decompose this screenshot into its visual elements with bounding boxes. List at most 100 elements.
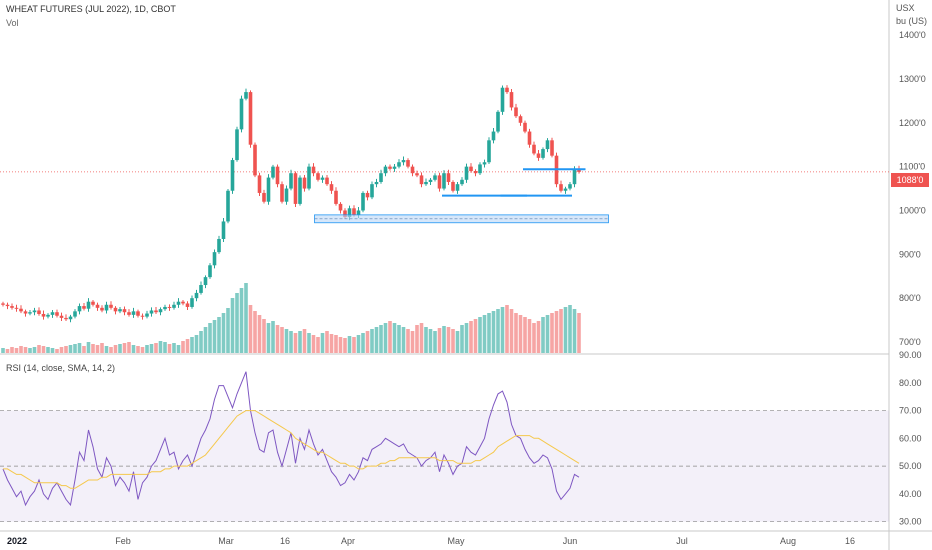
candle-body [199,285,203,293]
volume-bar [46,347,50,353]
candle-body [248,92,253,145]
candle-body [5,304,10,307]
candle-body [28,312,32,314]
candle-body [563,188,568,191]
volume-bar [37,345,41,353]
candle-body [532,144,536,154]
candle-body [41,313,46,317]
volume-bar [19,346,23,353]
volume-bar [149,344,154,353]
price-tick-label: 1100'0 [899,162,925,172]
candle-body [244,92,248,99]
volume-bar [64,346,68,353]
candle-body [14,307,19,309]
candle-body [311,166,316,174]
volume-bar [1,348,5,353]
candle-body [424,181,428,185]
volume-bar [568,305,572,353]
candle-body [316,173,320,180]
volume-bar [163,342,167,353]
volume-bar [442,326,446,353]
volume-bar [451,329,455,353]
volume-bar [86,342,91,353]
candle-body [140,315,145,317]
volume-bar [518,315,523,353]
candle-body [37,310,41,314]
volume-bar [401,327,406,353]
volume-bar [262,319,266,353]
candle-body [343,210,347,218]
volume-bar [280,327,284,353]
volume-bar [95,345,100,353]
chart-title: WHEAT FUTURES (JUL 2022), 1D, CBOT [6,4,176,14]
volume-bar [455,331,460,353]
candle-body [338,203,343,211]
candle-body [401,160,406,163]
candle-body [514,107,518,117]
volume-bar [226,308,230,353]
candle-body [104,304,109,311]
candle-body [239,98,244,130]
candle-body [370,184,374,198]
rsi-tick-label: 50.00 [899,461,922,471]
time-tick-label: May [447,536,465,546]
candle-body [275,166,280,185]
price-unit-measure: bu (US) [896,16,928,26]
time-tick-label: Aug [780,536,796,546]
volume-bar [505,305,509,353]
candle-body [487,140,491,163]
candle-body [280,184,284,202]
volume-bar [352,337,356,353]
volume-bar [469,321,473,353]
candle-body [509,92,514,108]
volume-bar [509,309,514,353]
candle-body [131,311,136,315]
candle-body [1,303,5,305]
volume-bar [77,343,82,353]
volume-bar [59,347,64,353]
candle-body [374,181,379,185]
candle-body [415,173,419,176]
volume-bar [172,343,176,353]
candle-body [406,160,410,167]
candle-body [68,316,73,320]
candle-body [46,314,50,317]
volume-bar [370,329,374,353]
volume-bar [446,327,451,353]
candle-body [154,310,158,313]
volume-bar [419,323,424,353]
candle-body [266,177,271,202]
volume-bar [122,343,127,353]
volume-bar [482,315,487,353]
candle-body [109,304,113,308]
candle-body [320,177,325,180]
candle-body [55,312,59,316]
candle-body [568,184,572,189]
volume-bar [104,346,109,353]
candle-body [365,192,370,198]
volume-bar [221,313,226,353]
volume-bar [257,315,262,353]
candle-body [230,160,235,191]
candle-body [226,190,230,222]
candle-body [208,265,212,278]
volume-bar [577,313,581,353]
volume-bar [532,323,536,353]
candle-body [122,309,127,313]
volume-bar [334,335,338,353]
price-tick-label: 800'0 [899,293,921,303]
volume-bar [289,331,293,353]
candle-body [356,210,361,215]
volume-bar [437,328,442,353]
candle-body [91,301,95,305]
volume-bar [266,323,271,353]
volume-bar [379,325,383,353]
rsi-tick-label: 30.00 [899,517,922,527]
volume-bar [311,335,316,353]
volume-bar [230,298,235,353]
volume-bar [392,323,397,353]
candle-body [464,166,469,180]
volume-bar [397,325,401,353]
volume-bar [176,345,181,353]
